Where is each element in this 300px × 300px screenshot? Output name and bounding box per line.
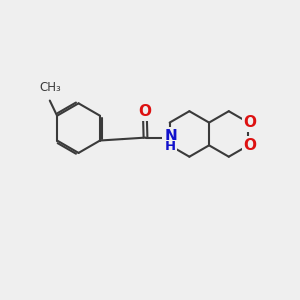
Text: O: O xyxy=(243,115,256,130)
Text: O: O xyxy=(138,104,152,119)
Text: N: N xyxy=(164,129,177,144)
Text: H: H xyxy=(165,140,176,153)
Text: O: O xyxy=(243,138,256,153)
Text: CH₃: CH₃ xyxy=(39,81,61,94)
